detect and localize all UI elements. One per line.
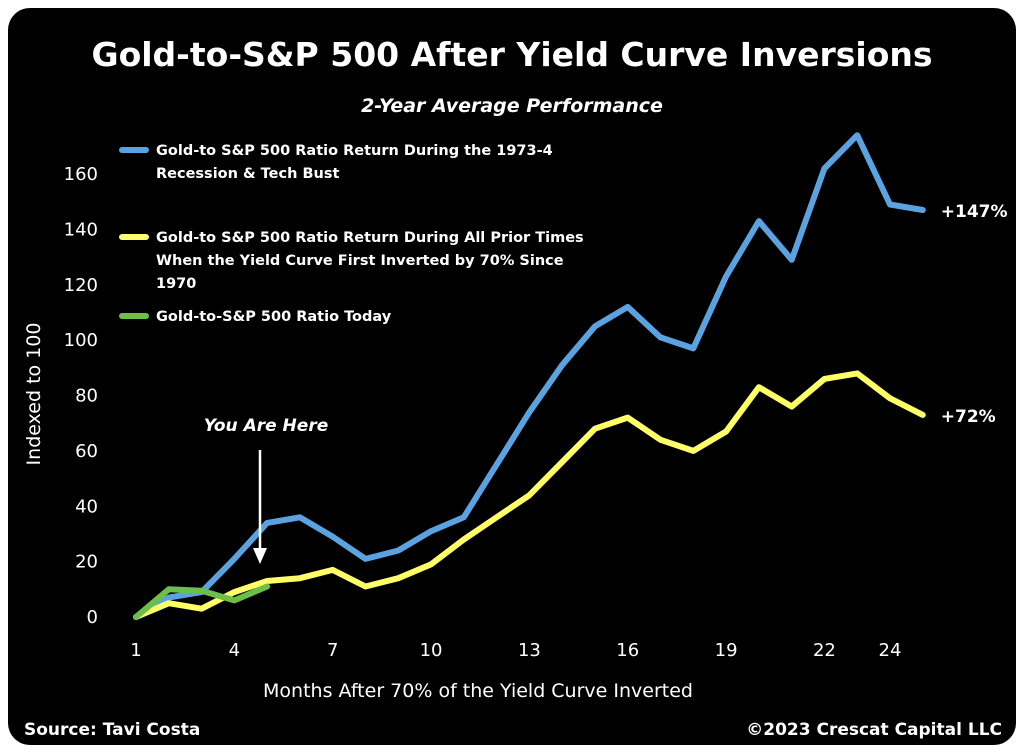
legend: Gold-to S&P 500 Ratio Return During the …	[119, 143, 584, 325]
arrow-head-icon	[253, 548, 267, 564]
end-label-1: +147%	[941, 202, 1008, 222]
x-tick-label: 4	[229, 640, 240, 661]
annotation-text: You Are Here	[204, 416, 328, 436]
series-lines	[133, 132, 926, 620]
chart-frame: Gold-to-S&P 500 After Yield Curve Invers…	[8, 8, 1016, 745]
y-tick-label: 60	[75, 441, 98, 462]
chart-subtitle: 2-Year Average Performance	[361, 95, 663, 117]
x-tick-label: 19	[715, 640, 738, 661]
legend-label-2: Gold-to S&P 500 Ratio Return During All …	[156, 230, 584, 246]
x-tick-label: 16	[616, 640, 639, 661]
y-tick-label: 80	[75, 386, 98, 407]
x-tick-label: 24	[879, 640, 902, 661]
y-tick-label: 160	[64, 164, 98, 185]
x-axis-ticks: 1 4 7 10 13 16 19 22 24	[130, 640, 901, 661]
legend-label-3: Gold-to-S&P 500 Ratio Today	[156, 309, 392, 325]
y-tick-label: 0	[87, 607, 98, 628]
legend-label-2: When the Yield Curve First Inverted by 7…	[156, 253, 564, 269]
y-axis-label: Indexed to 100	[23, 323, 45, 466]
series-line-2	[133, 370, 926, 620]
end-label-2: +72%	[941, 407, 996, 427]
series-line-1	[133, 132, 926, 620]
y-tick-label: 140	[64, 219, 98, 240]
x-tick-label: 13	[518, 640, 541, 661]
copyright-text: ©2023 Crescat Capital LLC	[746, 720, 1002, 740]
legend-label-1: Recession & Tech Bust	[156, 166, 339, 182]
x-tick-label: 10	[420, 640, 443, 661]
series-line-3	[133, 583, 271, 620]
y-tick-label: 120	[64, 275, 98, 296]
x-axis-label: Months After 70% of the Yield Curve Inve…	[263, 680, 693, 702]
x-tick-label: 22	[813, 640, 836, 661]
chart-canvas: Gold-to-S&P 500 After Yield Curve Invers…	[23, 35, 1008, 740]
you-are-here-annotation: You Are Here	[204, 416, 328, 564]
x-tick-label: 7	[327, 640, 338, 661]
y-axis-ticks: 0 20 40 60 80 100 120 140 160	[64, 164, 98, 628]
y-tick-label: 20	[75, 552, 98, 573]
y-tick-label: 100	[64, 330, 98, 351]
source-text: Source: Tavi Costa	[24, 720, 200, 740]
end-labels: +147% +72%	[941, 202, 1008, 427]
y-tick-label: 40	[75, 496, 98, 517]
x-tick-label: 1	[130, 640, 141, 661]
legend-label-2: 1970	[156, 276, 196, 292]
chart-title: Gold-to-S&P 500 After Yield Curve Invers…	[91, 35, 932, 74]
legend-label-1: Gold-to S&P 500 Ratio Return During the …	[156, 143, 553, 159]
